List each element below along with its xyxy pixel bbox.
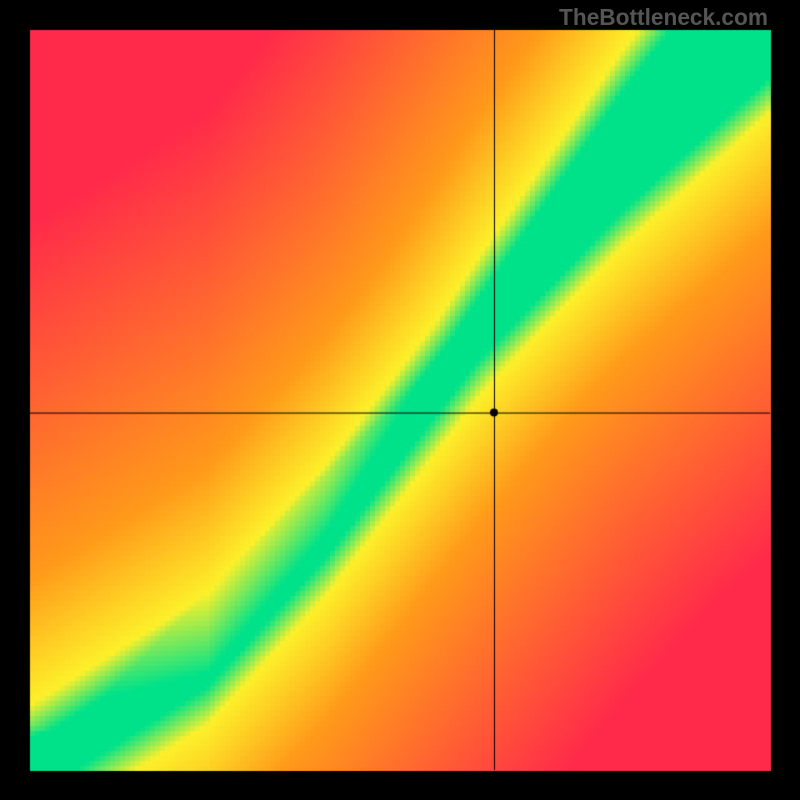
bottleneck-heatmap	[0, 0, 800, 800]
watermark-text: TheBottleneck.com	[559, 4, 768, 31]
chart-container: TheBottleneck.com	[0, 0, 800, 800]
